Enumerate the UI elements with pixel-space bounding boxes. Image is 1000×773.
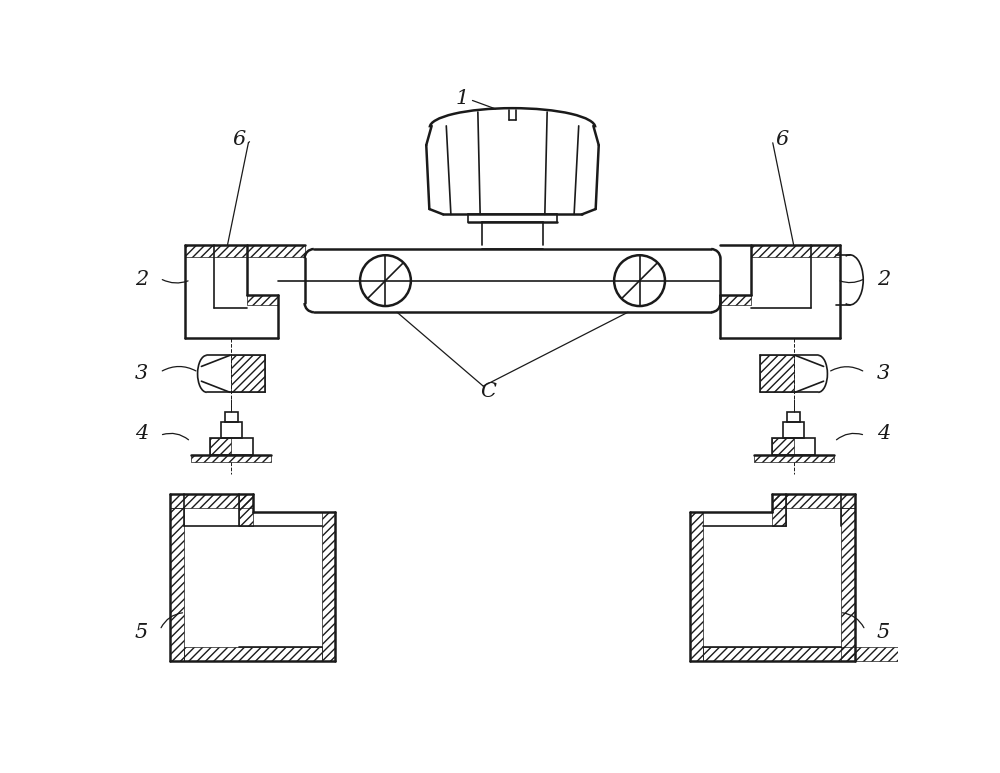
Bar xyxy=(772,438,794,455)
Bar xyxy=(720,295,751,305)
Bar xyxy=(787,412,800,421)
Text: 5: 5 xyxy=(877,623,890,642)
Text: 4: 4 xyxy=(135,424,148,444)
Bar xyxy=(783,421,804,438)
Bar xyxy=(247,295,278,305)
Text: 2: 2 xyxy=(135,271,148,289)
Bar xyxy=(231,356,265,392)
Bar xyxy=(772,438,815,455)
Text: 2: 2 xyxy=(877,271,890,289)
Bar xyxy=(751,245,840,257)
Text: 1: 1 xyxy=(456,90,469,108)
Text: C: C xyxy=(480,382,496,401)
Text: 3: 3 xyxy=(135,364,148,383)
Bar xyxy=(690,512,703,661)
Bar xyxy=(191,455,271,461)
Text: 6: 6 xyxy=(775,130,789,149)
Bar xyxy=(184,647,322,661)
Text: 4: 4 xyxy=(877,424,890,444)
Bar xyxy=(772,494,786,526)
Bar xyxy=(322,512,335,661)
Text: 5: 5 xyxy=(135,623,148,642)
Bar xyxy=(170,494,253,508)
Bar xyxy=(772,494,855,508)
Text: 3: 3 xyxy=(877,364,890,383)
Bar xyxy=(225,412,238,421)
Bar xyxy=(170,508,184,661)
Bar xyxy=(703,647,1000,661)
Bar xyxy=(221,421,242,438)
Bar xyxy=(760,356,794,392)
Text: 6: 6 xyxy=(233,130,246,149)
Bar xyxy=(841,508,855,661)
Bar xyxy=(239,494,253,526)
Bar xyxy=(754,455,834,461)
Bar xyxy=(210,438,253,455)
Bar xyxy=(210,438,231,455)
Bar xyxy=(185,245,305,257)
